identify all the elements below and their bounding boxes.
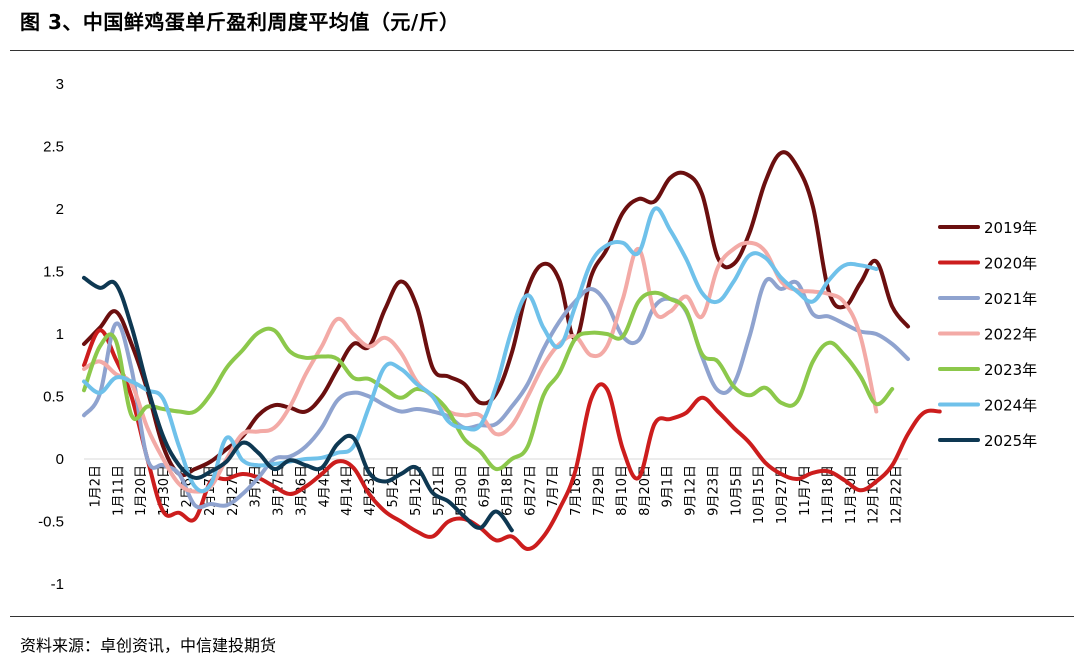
legend-label: 2022年 [984,326,1037,344]
series-line-2021 [82,277,910,510]
x-tick-label: 11月18日 [821,465,836,524]
legend-label: 2021年 [984,290,1037,308]
x-tick-label: 6月9日 [478,465,493,508]
y-tick-label: 0 [56,451,64,468]
source-note: 资料来源：卓创资讯，中信建投期货 [20,636,277,655]
y-tick-label: 2 [56,201,64,218]
y-tick-label: 3 [56,76,64,93]
x-tick-label: 5月2日 [386,465,401,508]
x-tick-label: 7月29日 [592,465,607,516]
series-line-2019 [82,150,910,478]
y-tick-label: -1 [51,576,64,593]
bottom-divider [10,616,1074,617]
series-line-2023 [82,290,895,472]
x-tick-label: 6月18日 [500,465,515,516]
y-axis-labels: -1 -0.5 0 0.5 1 1.5 2 2.5 3 [38,76,64,593]
legend-label: 2020年 [984,255,1037,273]
x-tick-label: 8月20日 [638,465,653,516]
x-tick-label: 1月11日 [111,465,126,516]
x-tick-label: 1月2日 [88,465,103,508]
legend: 2019年 2020年 2021年 2022年 2023年 2024年 2025年 [938,219,1037,450]
y-tick-label: 0.5 [43,389,64,406]
y-tick-label: 1.5 [43,264,64,281]
x-tick-label: 8月10日 [615,465,630,516]
legend-label: 2025年 [984,432,1037,450]
legend-label: 2019年 [984,219,1037,237]
legend-label: 2023年 [984,361,1037,379]
series-line-2025 [82,275,514,533]
x-tick-label: 6月27日 [523,465,538,516]
x-tick-label: 9月23日 [706,465,721,516]
series-lines [82,150,942,551]
y-tick-label: -0.5 [38,514,64,531]
x-tick-label: 5月12日 [409,465,424,516]
line-chart: -1-0.500.511.522.53 1月2日 1月11日 1月20日 1月30日 2… [38,76,1037,593]
x-tick-label: 1月20日 [134,465,149,516]
series-line-2020 [82,328,942,551]
y-tick-label: 1 [56,326,64,343]
x-tick-label: 12月22日 [890,465,905,524]
x-tick-label: 9月1日 [661,465,676,508]
x-tick-label: 12月10日 [867,465,882,524]
x-tick-label: 7月7日 [546,465,561,508]
x-tick-label: 11月30日 [844,465,859,524]
x-tick-label: 10月15日 [752,465,767,524]
series-line-2022 [82,240,879,494]
top-divider [10,50,1074,51]
x-tick-label: 10月27日 [775,465,790,524]
chart-title: 图 3、中国鲜鸡蛋单斤盈利周度平均值（元/斤） [20,10,460,34]
x-tick-label: 9月12日 [684,465,699,516]
y-tick-label: 2.5 [43,139,64,156]
x-tick-label: 10月5日 [729,465,744,516]
x-tick-label: 5月21日 [432,465,447,516]
x-tick-label: 5月30日 [455,465,470,516]
series-line-2024 [82,206,879,494]
legend-label: 2024年 [984,397,1037,415]
x-tick-label: 2月27日 [226,465,241,516]
x-tick-label: 4月14日 [340,465,355,516]
